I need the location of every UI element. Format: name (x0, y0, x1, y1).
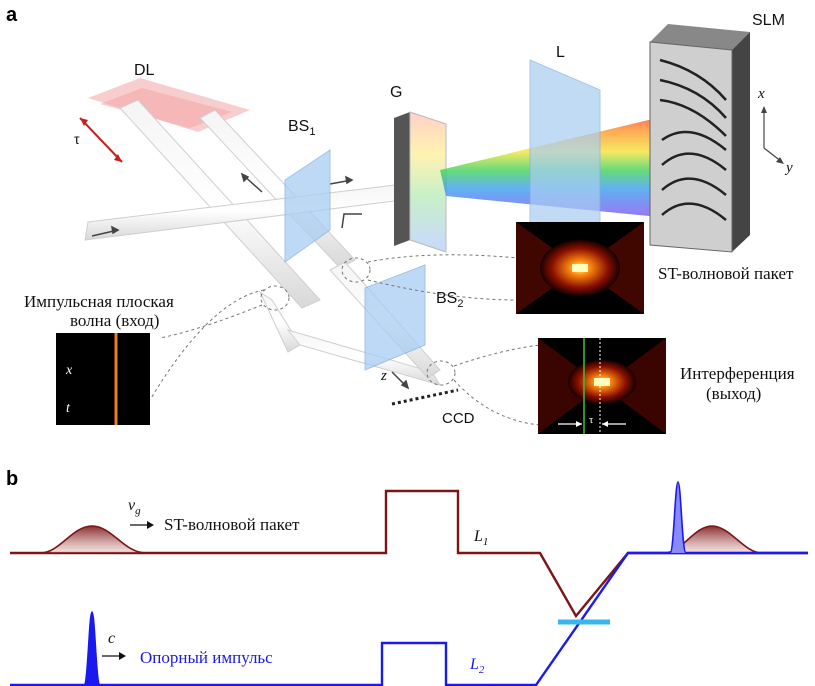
interference-label-line1: Интерференция (680, 364, 795, 383)
input-wave-label-line2: волна (вход) (70, 311, 160, 330)
z-axis-label: z (381, 368, 387, 384)
direction-arrows (91, 172, 410, 390)
grating-label: G (390, 84, 403, 101)
input-pulse-stripe (114, 333, 118, 425)
st-packet-bump-start (39, 525, 147, 554)
c-label: c (108, 630, 116, 647)
ccd-label: CCD (442, 410, 475, 427)
st-packet-image (516, 222, 644, 314)
bs2-label: BS2 (436, 290, 463, 310)
lens-label: L (556, 44, 565, 61)
l2-subscript: 2 (478, 664, 485, 677)
reference-pulse-label: Опорный импульс (140, 648, 273, 667)
setup-diagram (79, 24, 784, 426)
axis-y-label: y (786, 160, 793, 176)
slm-pattern (659, 58, 727, 221)
vg-label: vg (128, 497, 141, 517)
bs1-text: BS (288, 118, 310, 135)
l1-text: L (474, 528, 483, 545)
ccd-sensor (391, 388, 459, 406)
delay-tau-arrow (79, 117, 123, 163)
interference-label-line2: (выход) (706, 384, 762, 403)
interference-tau-label: τ (589, 414, 594, 426)
grating (409, 111, 447, 253)
bs1-label: BS1 (288, 118, 315, 138)
panel-b-letter: b (6, 468, 19, 490)
vg-text: v (128, 497, 136, 514)
input-image-t-label: t (66, 401, 70, 416)
slm-label: SLM (752, 12, 785, 29)
axis-x-label: x (758, 86, 765, 102)
st-packet-label: ST-волновой пакет (658, 264, 794, 283)
bs1-subscript: 1 (309, 126, 316, 139)
leader-lines (149, 254, 541, 426)
reference-pulse-start (83, 611, 101, 686)
vg-subscript: g (135, 505, 141, 518)
l1-label: L1 (474, 528, 488, 548)
l2-text: L (470, 656, 479, 673)
st-packet-timeline-label: ST-волновой пакет (164, 515, 300, 534)
interference-image: τ (538, 338, 666, 434)
st-path-line (10, 489, 808, 619)
input-pulse-image: x t (56, 333, 150, 425)
beam-splitter-2 (364, 264, 426, 371)
beam-splitter-1 (284, 149, 331, 263)
delay-line-label: DL (134, 62, 155, 79)
l2-label: L2 (470, 656, 484, 676)
tau-label: τ (74, 131, 80, 147)
bs2-text: BS (436, 290, 458, 307)
l1-subscript: 1 (482, 536, 489, 549)
spatial-light-modulator (649, 41, 733, 253)
input-image-x-label: x (66, 363, 73, 378)
reference-path-line (10, 551, 808, 686)
reference-pulse-end (669, 481, 687, 554)
panel-a-letter: a (6, 4, 18, 26)
input-wave-label-line1: Импульсная плоская (24, 292, 174, 311)
bs2-subscript: 2 (457, 298, 464, 311)
